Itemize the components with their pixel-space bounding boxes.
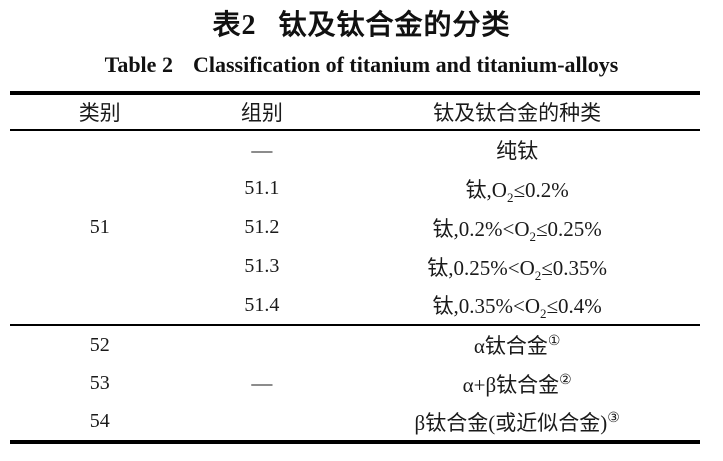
category-cell: 54 bbox=[89, 410, 110, 432]
group-cell: 51.4 bbox=[244, 293, 280, 316]
table-number-en: Table 2 bbox=[104, 52, 173, 77]
kind-cell: 钛,0.35%<O2≤0.4% bbox=[334, 286, 700, 325]
col-header-kind: 钛及钛合金的种类 bbox=[433, 101, 602, 125]
category-cell: 53 bbox=[89, 372, 110, 394]
table-row: 52 — α钛合金① bbox=[10, 325, 700, 395]
kind-cell: α+β钛合金② bbox=[334, 364, 700, 403]
kind-text: α钛合金 bbox=[473, 334, 548, 358]
classification-table: 类别 组别 钛及钛合金的种类 51 — 纯钛 51.1 钛,O2≤0.2% 51… bbox=[10, 91, 700, 444]
category-cell: 52 bbox=[89, 333, 110, 356]
col-header-category: 类别 bbox=[78, 101, 121, 125]
oxygen-subscript: 2 bbox=[529, 228, 537, 244]
group-cell: — bbox=[251, 137, 273, 162]
table-row: 51.1 钛,O2≤0.2% bbox=[10, 169, 700, 208]
table-caption-en: Classification of titanium and titanium-… bbox=[192, 52, 619, 77]
footnote-marker: ② bbox=[559, 372, 572, 388]
table-row: 51.4 钛,0.35%<O2≤0.4% bbox=[10, 286, 700, 325]
oxygen-subscript: 2 bbox=[534, 267, 542, 283]
kind-cell: α钛合金① bbox=[334, 325, 700, 364]
kind-text: 纯钛 bbox=[496, 139, 539, 163]
group-cell: — bbox=[251, 370, 273, 395]
kind-text-tail: ≤0.2% bbox=[513, 177, 569, 202]
table-row: 53 α+β钛合金② bbox=[10, 364, 700, 403]
kind-cell: 纯钛 bbox=[334, 130, 700, 169]
table-caption-zh: 钛及钛合金的分类 bbox=[278, 10, 511, 41]
table-section-51: 51 — 纯钛 51.1 钛,O2≤0.2% 51.2 钛,0.2%<O2≤0.… bbox=[10, 130, 700, 325]
table-title-zh: 表2 钛及钛合金的分类 bbox=[0, 9, 723, 43]
kind-text-tail: ≤0.35% bbox=[541, 255, 608, 280]
kind-text: 钛,0.25%<O bbox=[427, 255, 535, 280]
table-row: 51.2 钛,0.2%<O2≤0.25% bbox=[10, 208, 700, 247]
kind-text-tail: ≤0.4% bbox=[546, 294, 602, 318]
category-cell: 51 bbox=[89, 216, 110, 238]
kind-cell: 钛,O2≤0.2% bbox=[334, 169, 700, 208]
footnote-marker: ① bbox=[547, 334, 561, 349]
kind-cell: β钛合金(或近似合金)③ bbox=[334, 403, 700, 442]
table-header: 类别 组别 钛及钛合金的种类 bbox=[10, 93, 700, 130]
table-row: 51.3 钛,0.25%<O2≤0.35% bbox=[10, 247, 700, 286]
kind-cell: 钛,0.25%<O2≤0.35% bbox=[334, 247, 700, 286]
group-cell: 51.3 bbox=[244, 255, 280, 277]
table-row: 51 — 纯钛 bbox=[10, 130, 700, 239]
footnote-marker: ③ bbox=[607, 410, 620, 426]
kind-text: 钛,0.2%<O bbox=[432, 216, 530, 241]
col-header-group: 组别 bbox=[240, 101, 283, 125]
kind-text: β钛合金(或近似合金) bbox=[414, 410, 608, 435]
group-cell: 51.2 bbox=[244, 216, 280, 238]
table-number-zh: 表2 bbox=[212, 10, 257, 41]
header-row: 类别 组别 钛及钛合金的种类 bbox=[10, 93, 700, 130]
kind-text: α+β钛合金 bbox=[462, 372, 560, 397]
kind-text: 钛,O bbox=[465, 177, 507, 202]
oxygen-subscript: 2 bbox=[506, 189, 514, 205]
table-section-52-54: 52 — α钛合金① 53 α+β钛合金② 54 β钛合金(或近似合金)③ bbox=[10, 325, 700, 442]
group-cell: 51.1 bbox=[244, 177, 280, 199]
oxygen-subscript: 2 bbox=[540, 306, 547, 321]
kind-text-tail: ≤0.25% bbox=[536, 216, 602, 241]
kind-text: 钛,0.35%<O bbox=[432, 294, 540, 318]
table-title-en: Table 2 Classification of titanium and ti… bbox=[0, 52, 723, 78]
kind-cell: 钛,0.2%<O2≤0.25% bbox=[334, 208, 700, 247]
table-row: 54 β钛合金(或近似合金)③ bbox=[10, 403, 700, 442]
